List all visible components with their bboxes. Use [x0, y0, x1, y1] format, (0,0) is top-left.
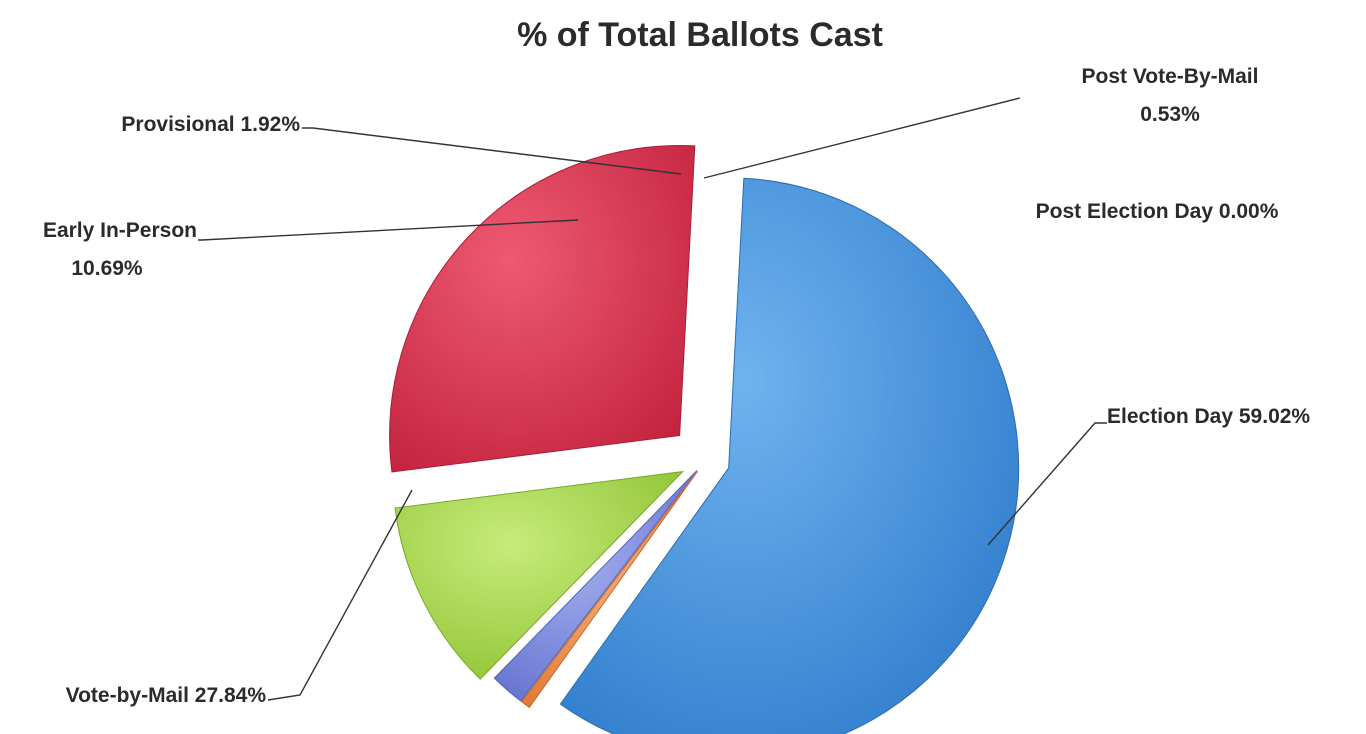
label-provisional: Provisional 1.92%: [121, 113, 300, 136]
label-post-election-day: Post Election Day 0.00%: [1036, 200, 1279, 223]
pie-slices: [390, 145, 1019, 734]
leader-line-post-vote-by-mail: [704, 98, 1020, 178]
label-vote-by-mail: Vote-by-Mail 27.84%: [66, 684, 267, 707]
leader-line-vote-by-mail: [268, 490, 412, 700]
chart-title: % of Total Ballots Cast: [517, 16, 883, 54]
label-early-in-person-line-2: 10.69%: [71, 257, 143, 280]
label-early-in-person-line-1: Early In-Person: [43, 219, 197, 242]
label-post-vote-by-mail-line-2: 0.53%: [1140, 103, 1200, 126]
label-election-day: Election Day 59.02%: [1107, 405, 1310, 428]
slice-vote-by-mail: [390, 145, 695, 471]
label-post-vote-by-mail-line-1: Post Vote-By-Mail: [1082, 65, 1259, 88]
